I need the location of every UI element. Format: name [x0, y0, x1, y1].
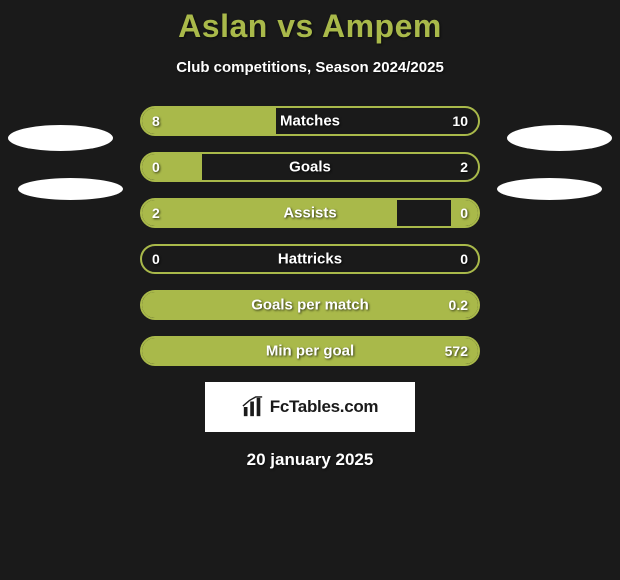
footer-date: 20 january 2025 [0, 450, 620, 470]
stat-row: Goals per match0.2 [140, 290, 480, 320]
stat-row: Matches810 [140, 106, 480, 136]
bar-chart-icon [242, 396, 264, 418]
stat-track [140, 244, 480, 274]
stat-fill-left [142, 200, 397, 226]
stat-row: Goals02 [140, 152, 480, 182]
page-title: Aslan vs Ampem [0, 8, 620, 45]
stat-fill-left [142, 338, 478, 364]
stat-track [140, 290, 480, 320]
stat-row: Min per goal572 [140, 336, 480, 366]
stat-track [140, 198, 480, 228]
stat-track [140, 152, 480, 182]
stat-fill-left [142, 108, 276, 134]
stat-row: Assists20 [140, 198, 480, 228]
stat-track [140, 106, 480, 136]
stat-fill-left [142, 154, 202, 180]
stat-fill-left [142, 292, 478, 318]
comparison-chart: Matches810 Goals02 Assists20 Hattricks00 Goa… [30, 106, 590, 366]
infographic-container: Aslan vs Ampem Club competitions, Season… [0, 0, 620, 580]
stat-track [140, 336, 480, 366]
stat-fill-right [451, 200, 478, 226]
stat-row: Hattricks00 [140, 244, 480, 274]
brand-text: FcTables.com [270, 397, 379, 417]
page-subtitle: Club competitions, Season 2024/2025 [0, 59, 620, 76]
brand-badge[interactable]: FcTables.com [205, 382, 415, 432]
